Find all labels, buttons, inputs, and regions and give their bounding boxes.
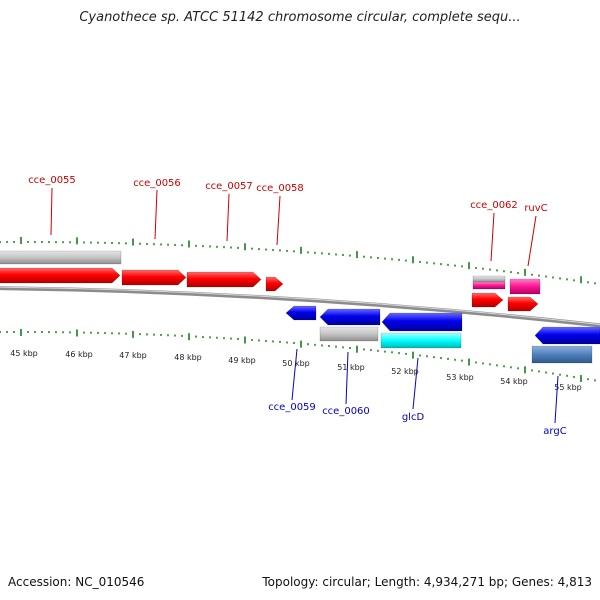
chromosome-backbone-highlight <box>0 286 600 325</box>
scale-label: 50 kbp <box>282 359 310 368</box>
leader-line <box>276 195 281 246</box>
gene-label-cce_0060[interactable]: cce_0060 <box>322 406 370 417</box>
scale-label: 51 kbp <box>337 363 365 372</box>
scale-label: 47 kbp <box>119 351 147 360</box>
scale-label: 54 kbp <box>500 377 528 386</box>
scale-label: 48 kbp <box>174 353 202 362</box>
leader-line <box>226 193 230 242</box>
scale-label: 55 kbp <box>554 383 582 392</box>
rna-feature-cce_0060[interactable] <box>319 326 379 342</box>
gene-label-cce_0057[interactable]: cce_0057 <box>205 181 253 192</box>
leader-line <box>154 189 158 240</box>
gene-arrow-argc[interactable] <box>534 326 600 345</box>
misc-feature-ruvc[interactable] <box>509 278 541 295</box>
gene-label-cce_0058[interactable]: cce_0058 <box>256 183 304 194</box>
scale-label: 45 kbp <box>10 349 38 358</box>
chromosome-backbone <box>0 286 600 328</box>
gene-arrow-cce_0060[interactable] <box>319 308 381 326</box>
gene-label-cce_0059[interactable]: cce_0059 <box>268 402 316 413</box>
gene-label-cce_0055[interactable]: cce_0055 <box>28 175 76 186</box>
leader-line <box>50 187 53 236</box>
gene-arrow-cce_0056[interactable] <box>121 269 187 286</box>
gene-arrow-cce_0055[interactable] <box>0 267 121 284</box>
gene-arrow-glcd[interactable] <box>381 312 463 332</box>
leader-line <box>490 212 495 262</box>
leader-line <box>554 375 559 424</box>
misc-feature-argc[interactable] <box>531 345 593 364</box>
scale-label: 46 kbp <box>65 350 93 359</box>
gene-arrow-cce_0062[interactable] <box>471 292 504 308</box>
gene-label-argc[interactable]: argC <box>543 426 566 437</box>
gene-label-ruvc[interactable]: ruvC <box>524 203 547 214</box>
gene-arrow-cce_0058[interactable] <box>265 276 284 292</box>
leader-line <box>527 215 537 267</box>
misc-feature-cce_0062-gray[interactable] <box>472 275 506 283</box>
scale-label: 52 kbp <box>391 367 419 376</box>
genome-summary-text: Topology: circular; Length: 4,934,271 bp… <box>262 575 592 589</box>
leader-line <box>291 348 298 401</box>
gene-arrow-ruvc[interactable] <box>507 296 539 312</box>
scale-label: 53 kbp <box>446 373 474 382</box>
map-title: Cyanothece sp. ATCC 51142 chromosome cir… <box>79 10 521 25</box>
leader-line <box>345 351 349 405</box>
bottom-tick-marks <box>0 328 596 383</box>
gene-label-cce_0056[interactable]: cce_0056 <box>133 178 181 189</box>
misc-feature-glcd[interactable] <box>380 332 462 349</box>
rna-feature-cce_0055[interactable] <box>0 250 122 265</box>
gene-features <box>0 250 600 364</box>
gene-arrow-cce_0057[interactable] <box>186 271 262 288</box>
scale-label: 49 kbp <box>228 356 256 365</box>
gene-label-cce_0062[interactable]: cce_0062 <box>470 200 518 211</box>
label-leader-lines <box>50 187 559 424</box>
gene-arrow-cce_0059[interactable] <box>285 305 317 321</box>
leader-line <box>412 357 419 410</box>
top-tick-marks <box>0 236 596 285</box>
gene-labels: cce_0055 cce_0056 cce_0057 cce_0058 cce_0062… <box>28 175 567 437</box>
misc-feature-cce_0062[interactable] <box>472 281 506 290</box>
scale-labels: 45 kbp 46 kbp 47 kbp 48 kbp 49 kbp 50 kbp 51 k… <box>10 349 582 392</box>
gene-label-glcd[interactable]: glcD <box>402 412 425 423</box>
accession-text: Accession: NC_010546 <box>8 575 145 589</box>
